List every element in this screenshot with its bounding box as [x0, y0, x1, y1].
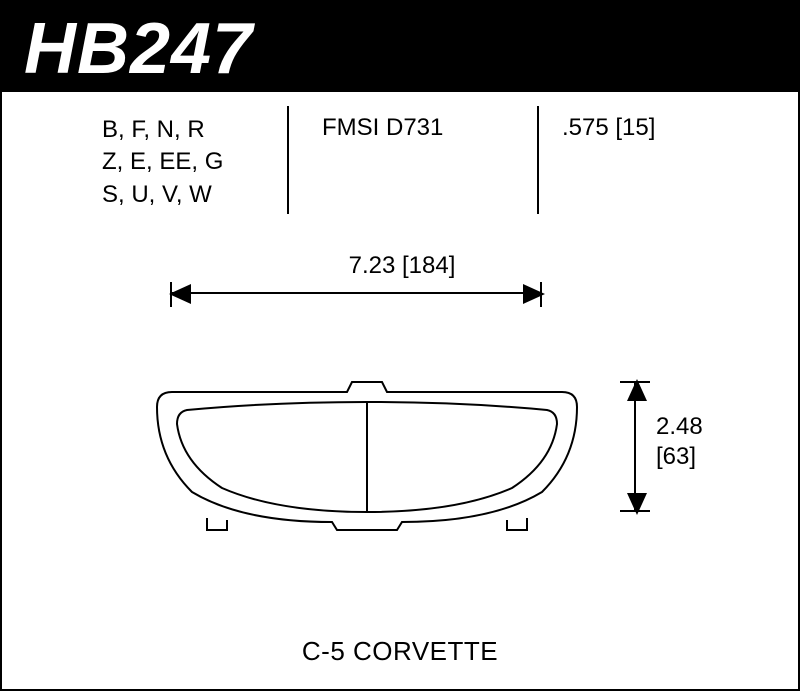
- arrow-up-icon: [627, 379, 647, 401]
- arrow-left-icon: [169, 284, 191, 304]
- height-dimension-line: [634, 382, 636, 512]
- compounds-line-1: B, F, N, R: [102, 114, 223, 146]
- figure-caption: C-5 CORVETTE: [2, 636, 798, 667]
- thickness-value: .575 [15]: [562, 114, 655, 142]
- header-band: HB247: [2, 2, 798, 92]
- part-number: HB247: [24, 8, 253, 90]
- diagram-area: 7.23 [184] 2.48 [63]: [2, 232, 800, 642]
- width-dimension-label: 7.23 [184]: [2, 252, 800, 280]
- height-value-mm: [63]: [656, 442, 703, 472]
- arrow-right-icon: [523, 284, 545, 304]
- brake-pad-outline: [152, 362, 582, 537]
- height-dimension-label: 2.48 [63]: [656, 412, 703, 472]
- compounds-line-2: Z, E, EE, G: [102, 146, 223, 178]
- compounds-list: B, F, N, R Z, E, EE, G S, U, V, W: [102, 114, 223, 211]
- compounds-line-3: S, U, V, W: [102, 179, 223, 211]
- arrow-down-icon: [627, 493, 647, 515]
- fmsi-code: FMSI D731: [322, 114, 443, 142]
- height-value-in: 2.48: [656, 412, 703, 442]
- width-dimension-line: [172, 292, 542, 294]
- info-row: B, F, N, R Z, E, EE, G S, U, V, W FMSI D…: [2, 92, 798, 222]
